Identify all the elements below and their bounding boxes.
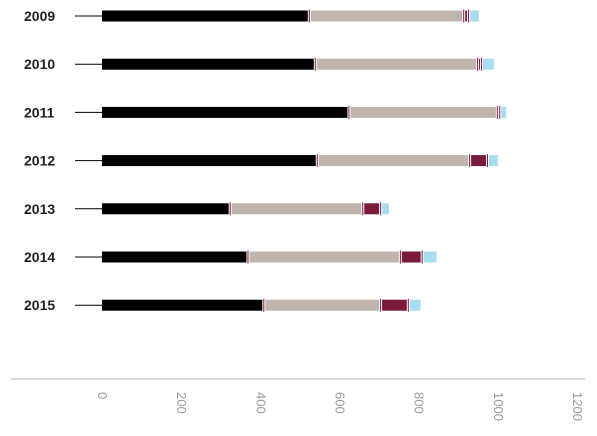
bar-segment xyxy=(423,251,437,263)
bar-segment xyxy=(316,58,477,70)
x-tick-label: 400 xyxy=(253,392,268,414)
bar-segment xyxy=(310,10,463,22)
bar-segment xyxy=(102,58,314,70)
bar-segment xyxy=(231,203,362,215)
category-label: 2012 xyxy=(24,153,55,169)
bar-segment xyxy=(483,58,494,70)
category-label: 2011 xyxy=(24,104,55,120)
x-tick-label: 800 xyxy=(412,392,427,414)
x-tick-label: 600 xyxy=(333,392,348,414)
bar-segment xyxy=(102,10,308,22)
bar-segment xyxy=(409,299,421,311)
bar-segment xyxy=(469,10,479,22)
x-tick-label: 0 xyxy=(95,392,110,399)
x-tick-label: 1200 xyxy=(570,392,585,421)
bar-segment xyxy=(249,251,399,263)
bar-segment xyxy=(479,58,481,70)
bar-segment xyxy=(102,106,348,118)
bar-segment xyxy=(318,155,469,167)
bar-segment xyxy=(382,203,389,215)
x-tick-label: 200 xyxy=(174,392,189,414)
category-label: 2009 xyxy=(24,8,55,24)
bar-segment xyxy=(102,203,229,215)
bar-segment xyxy=(102,251,247,263)
bar-segment xyxy=(501,106,507,118)
x-tick-label: 1000 xyxy=(491,392,506,421)
bar-segment xyxy=(401,251,421,263)
category-label: 2013 xyxy=(24,201,55,217)
category-label: 2014 xyxy=(24,249,55,265)
category-label: 2010 xyxy=(24,56,55,72)
bar-segment xyxy=(265,299,380,311)
bar-segment xyxy=(350,106,496,118)
bar-segment xyxy=(102,155,316,167)
bar-segment xyxy=(382,299,407,311)
bar-segment xyxy=(465,10,467,22)
bar-segment xyxy=(471,155,486,167)
bar-segment xyxy=(364,203,380,215)
category-label: 2015 xyxy=(24,297,55,313)
bar-segment xyxy=(488,155,498,167)
bar-segment xyxy=(102,299,263,311)
